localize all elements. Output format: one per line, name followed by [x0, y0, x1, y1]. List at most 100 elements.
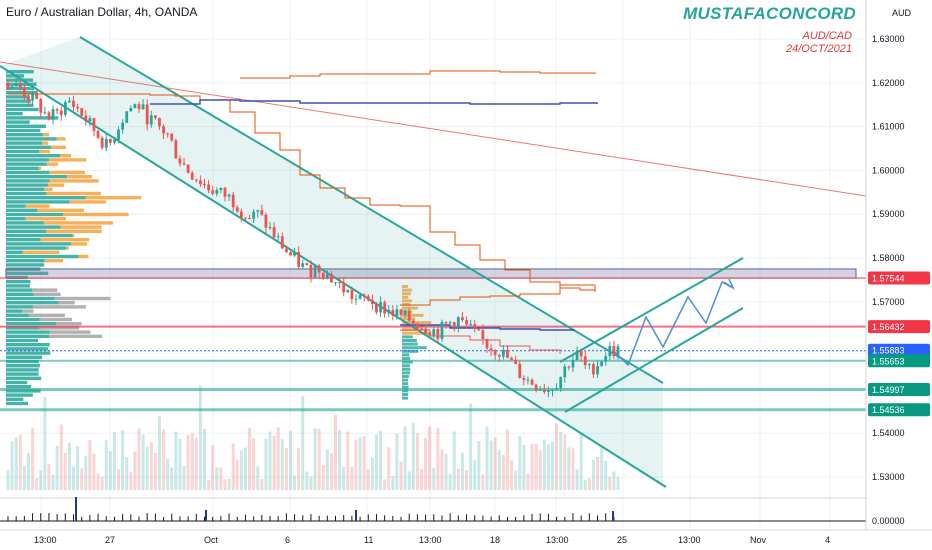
profile-bar-teal [6, 385, 32, 389]
channel-fill [0, 37, 663, 487]
volume-bar [587, 478, 591, 490]
volume-bar [26, 453, 30, 490]
volume-bars [6, 385, 620, 490]
profile-bar-mid [402, 349, 419, 353]
profile-bar-orange [22, 250, 60, 254]
profile-bar-orange [42, 133, 50, 137]
profile-bar-teal [6, 124, 47, 128]
profile-bar-teal [6, 221, 44, 225]
volume-bar [297, 447, 301, 490]
volume-bar [227, 478, 231, 490]
candle-body [465, 319, 468, 325]
volume-bar [39, 470, 43, 490]
x-tick-label: Nov [750, 535, 767, 545]
profile-bar-teal [6, 263, 45, 267]
profile-bar-teal [6, 242, 72, 246]
y-tick-label: 1.62000 [872, 78, 905, 88]
volume-bar [567, 447, 571, 490]
price-tag [868, 383, 930, 397]
profile-bar-teal [6, 212, 64, 217]
candle-body [485, 339, 489, 349]
volume-bar [419, 468, 423, 490]
profile-bar-teal [6, 158, 50, 162]
volume-bar [305, 471, 309, 490]
candle-body [235, 207, 239, 212]
profile-bar-mid [402, 375, 409, 378]
volume-bar [104, 440, 108, 490]
volume-bar [497, 449, 501, 490]
profile-bar-teal [6, 217, 26, 221]
profile-bar-teal [6, 128, 41, 133]
candle-body [186, 164, 190, 173]
profile-bar-teal [6, 271, 49, 275]
candle-body [518, 363, 522, 378]
volume-bar [100, 476, 104, 490]
stepped-line-blue [150, 99, 598, 105]
candle-body [612, 345, 616, 357]
candle-body [280, 236, 284, 249]
y-tick-label: 1.53000 [872, 472, 905, 482]
volume-bar [67, 442, 71, 490]
candle-body [506, 349, 509, 358]
candle-body [493, 350, 497, 355]
volume-bar [395, 433, 399, 490]
x-tick-label: Oct [204, 535, 219, 545]
volume-bar [14, 437, 18, 490]
candle-body [399, 309, 403, 315]
profile-bar-mid [402, 331, 432, 335]
candle-body [293, 252, 296, 256]
candle-body [530, 379, 534, 385]
candle-body [244, 217, 247, 219]
candle-body [141, 104, 145, 110]
candle-body [223, 187, 227, 197]
price-tag [868, 271, 930, 285]
volume-bar [608, 476, 612, 490]
candle-body [284, 248, 288, 253]
candle-body [166, 133, 170, 135]
profile-bar-teal [6, 246, 67, 250]
volume-bar [448, 473, 452, 490]
volume-bar [366, 469, 370, 490]
rising-channel-upper [559, 257, 744, 363]
volume-bar [231, 443, 235, 490]
y-tick-label: 1.61000 [872, 122, 905, 132]
profile-bar-teal [6, 254, 79, 259]
profile-bar-teal [6, 141, 43, 145]
candle-body [260, 210, 264, 215]
volume-bar [546, 444, 550, 490]
candle-body [18, 82, 22, 89]
profile-bar-teal [6, 183, 49, 187]
profile-bar-mid [402, 288, 413, 292]
candle-body [583, 356, 587, 365]
trend-line [0, 61, 867, 197]
profile-bar-orange [56, 137, 66, 141]
candle-body [592, 364, 595, 375]
volume-bar [440, 449, 444, 490]
candle-body [68, 100, 71, 103]
profile-bar-grey [32, 305, 86, 309]
volume-bar [284, 448, 288, 490]
candle-body [51, 109, 55, 120]
profile-bar-orange [44, 187, 53, 191]
volume-bar [489, 440, 493, 490]
profile-bar-orange [39, 149, 51, 154]
profile-bar-mid [402, 393, 409, 396]
candle-body [268, 227, 272, 229]
volume-bar [403, 426, 407, 490]
volume-bar [198, 385, 202, 490]
candle-body [264, 214, 268, 228]
volume-bar [600, 446, 604, 490]
profile-bar-teal [6, 78, 34, 82]
candle-body [113, 139, 116, 143]
candle-body [469, 324, 473, 326]
candle-body [27, 96, 30, 101]
candle-body [215, 190, 219, 194]
candle-body [407, 310, 411, 321]
candle-body [325, 273, 329, 279]
volume-bar [186, 434, 190, 490]
volume-bar [51, 474, 55, 490]
candle-body [461, 317, 464, 320]
axis-currency: AUD [892, 8, 912, 18]
y-tick-label: 1.63000 [872, 34, 905, 44]
